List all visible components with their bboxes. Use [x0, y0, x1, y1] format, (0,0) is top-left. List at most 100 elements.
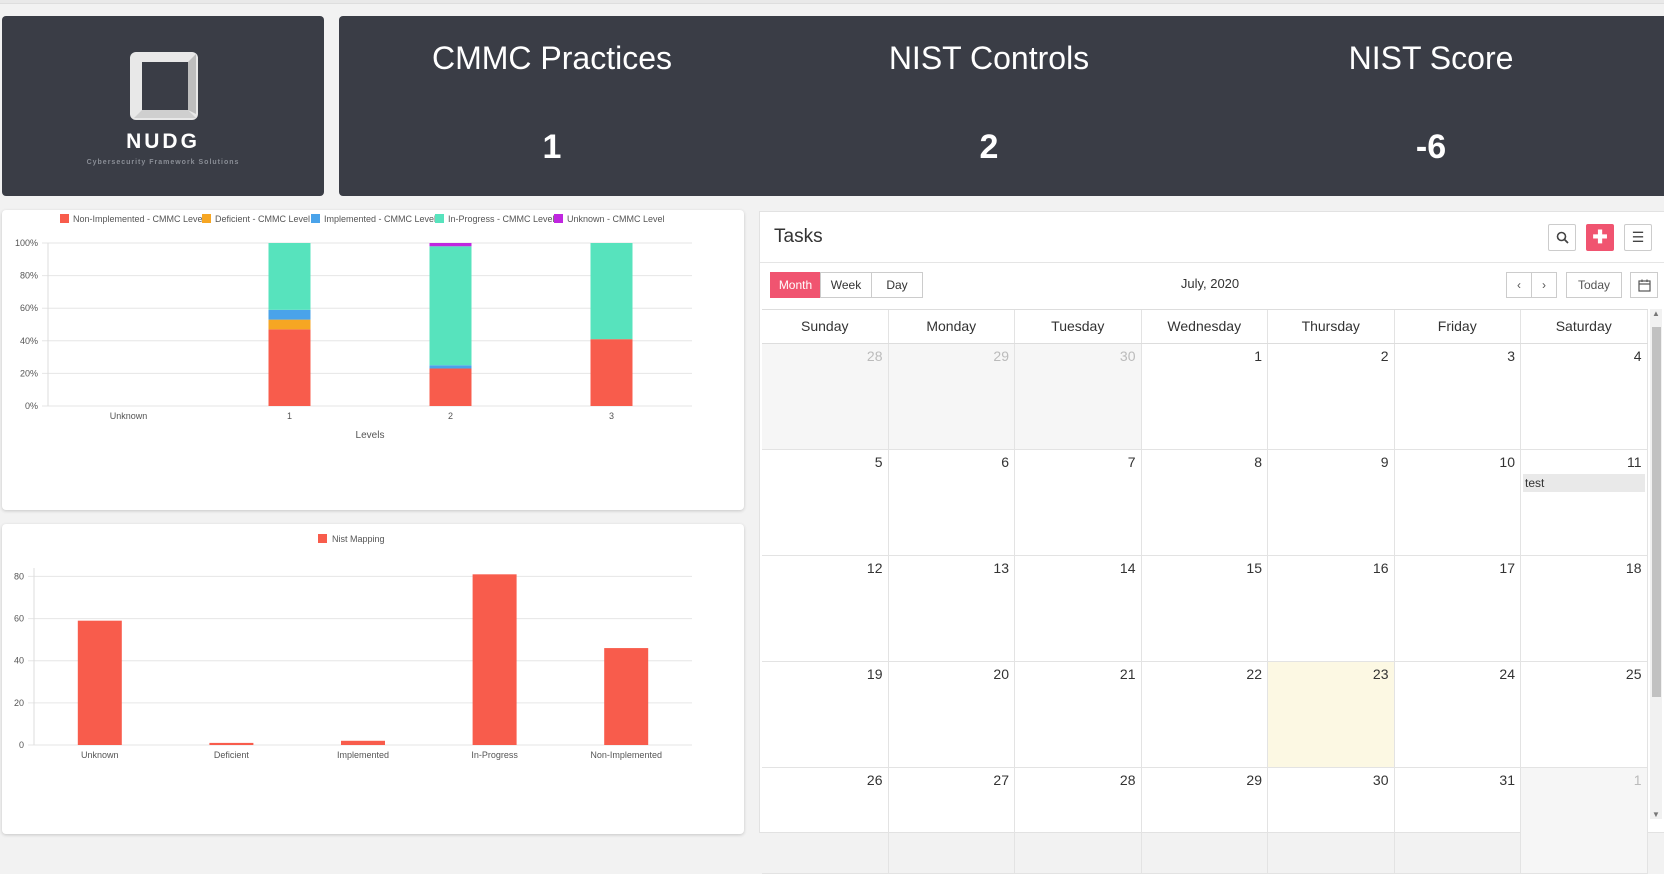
stat-value: 2: [979, 128, 999, 166]
bar: [341, 740, 385, 745]
x-tick-label: Non-Implemented: [590, 750, 662, 760]
calendar-day-cell[interactable]: 29: [1142, 768, 1268, 873]
day-number: 13: [993, 560, 1009, 576]
scroll-down-icon[interactable]: ▼: [1652, 810, 1660, 819]
legend-label: In-Progress - CMMC Level: [448, 214, 555, 224]
x-tick-label: 1: [287, 411, 292, 421]
day-number: 26: [866, 772, 883, 788]
calendar-day-cell[interactable]: 26: [762, 768, 889, 873]
chevron-left-icon: ‹: [1517, 278, 1521, 292]
nist-mapping-chart: Nist Mapping 0 20 40 60 80 Unknown Deficient Imp…: [14, 534, 692, 760]
calendar-day-cell[interactable]: 1: [1142, 344, 1268, 449]
stat-label: NIST Controls: [888, 40, 1090, 76]
calendar-week-row: 5 6 7 8 9 10 11 test: [762, 450, 1648, 556]
day-number: 4: [1633, 348, 1642, 364]
bar-segment: [429, 365, 472, 369]
stat-label: NIST Score: [1348, 40, 1514, 76]
calendar-day-cell[interactable]: 28: [762, 344, 889, 449]
bar-segment: [268, 243, 311, 310]
calendar-day-cell[interactable]: 5: [762, 450, 889, 555]
day-number: 17: [1499, 560, 1515, 576]
x-tick-label: 3: [609, 411, 614, 421]
calendar-week-row: 12 13 14 15 16 17 18: [762, 556, 1648, 662]
add-task-button[interactable]: ✚: [1586, 224, 1614, 251]
calendar-day-cell[interactable]: 28: [1015, 768, 1142, 873]
calendar-day-cell[interactable]: 21: [1015, 662, 1142, 767]
weekday-label: Wednesday: [1142, 310, 1268, 343]
bar-segment: [590, 243, 633, 340]
day-number: 22: [1246, 666, 1262, 682]
day-number: 21: [1119, 666, 1136, 682]
weekday-label: Tuesday: [1015, 310, 1142, 343]
calendar-day-cell[interactable]: 29: [888, 344, 1015, 449]
calendar-day-cell[interactable]: 27: [889, 768, 1015, 873]
next-month-button[interactable]: ›: [1531, 272, 1557, 298]
y-tick-label: 60: [14, 614, 24, 624]
calendar-day-cell[interactable]: 6: [889, 450, 1015, 555]
calendar-event[interactable]: test: [1523, 474, 1645, 492]
day-number: 30: [1119, 348, 1136, 364]
day-number: 12: [866, 560, 883, 576]
plus-icon: ✚: [1592, 227, 1608, 247]
calendar-day-cell[interactable]: 16: [1268, 556, 1395, 661]
x-tick-label: Implemented: [337, 750, 389, 760]
calendar-day-cell[interactable]: 30: [1268, 768, 1395, 873]
calendar-day-cell[interactable]: 18: [1521, 556, 1648, 661]
day-number: 6: [1001, 454, 1009, 470]
calendar-day-cell[interactable]: 14: [1015, 556, 1142, 661]
view-month-button[interactable]: Month: [770, 272, 821, 298]
calendar-day-cell[interactable]: 11 test: [1521, 450, 1648, 555]
calendar-day-cell[interactable]: 25: [1521, 662, 1648, 767]
view-day-button[interactable]: Day: [871, 272, 923, 298]
search-icon: [1556, 231, 1569, 244]
legend-label: Deficient - CMMC Level: [215, 214, 310, 224]
calendar-day-cell[interactable]: 31: [1395, 768, 1521, 873]
calendar-day-cell[interactable]: 19: [762, 662, 889, 767]
menu-button[interactable]: ☰: [1624, 224, 1652, 251]
bar-segment: [429, 368, 472, 406]
calendar-day-cell[interactable]: 30: [1015, 344, 1142, 449]
calendar-day-cell[interactable]: 2: [1268, 344, 1395, 449]
calendar-day-cell[interactable]: 23: [1268, 662, 1395, 767]
calendar-day-cell[interactable]: 15: [1142, 556, 1268, 661]
legend-swatch: [554, 214, 563, 223]
divider: [760, 262, 1664, 263]
scroll-up-icon[interactable]: ▲: [1652, 309, 1660, 318]
legend-swatch: [435, 214, 444, 223]
y-tick-label: 20: [14, 698, 24, 708]
x-tick-label: Unknown: [81, 750, 119, 760]
y-tick-label: 40: [14, 656, 24, 666]
day-number: 18: [1625, 560, 1642, 576]
today-button[interactable]: Today: [1566, 272, 1622, 298]
view-week-button[interactable]: Week: [820, 272, 872, 298]
scroll-thumb[interactable]: [1652, 327, 1661, 697]
y-tick-label: 40%: [20, 336, 38, 346]
calendar-week-row: 19 20 21 22 23 24 25: [762, 662, 1648, 768]
calendar-day-cell[interactable]: 9: [1268, 450, 1395, 555]
calendar-scrollbar[interactable]: ▲ ▼: [1650, 309, 1662, 819]
day-number: 23: [1372, 666, 1389, 682]
tasks-panel: Tasks ✚ ☰ Month Week Day July, 2020 ‹ › …: [760, 212, 1664, 874]
prev-month-button[interactable]: ‹: [1506, 272, 1532, 298]
search-button[interactable]: [1548, 224, 1576, 251]
calendar-day-cell[interactable]: 7: [1015, 450, 1142, 555]
calendar-day-cell[interactable]: 24: [1395, 662, 1521, 767]
x-tick-label: Unknown: [110, 411, 148, 421]
day-number: 1: [1254, 348, 1262, 364]
calendar-day-cell[interactable]: 10: [1395, 450, 1521, 555]
calendar-day-cell[interactable]: 12: [762, 556, 889, 661]
calendar-day-cell[interactable]: 17: [1395, 556, 1521, 661]
calendar-day-cell[interactable]: 22: [1142, 662, 1268, 767]
calendar-day-cell[interactable]: 20: [889, 662, 1015, 767]
day-number: 1: [1633, 772, 1642, 788]
x-axis-title: Levels: [356, 430, 385, 441]
day-number: 28: [1119, 772, 1136, 788]
stat-label: CMMC Practices: [431, 40, 672, 76]
calendar-day-cell[interactable]: 1: [1521, 768, 1648, 873]
calendar-day-cell[interactable]: 13: [889, 556, 1015, 661]
calendar-picker-button[interactable]: [1630, 272, 1658, 298]
calendar-day-cell[interactable]: 4: [1521, 344, 1648, 449]
weekday-label: Sunday: [762, 310, 889, 343]
calendar-day-cell[interactable]: 3: [1395, 344, 1521, 449]
calendar-day-cell[interactable]: 8: [1142, 450, 1268, 555]
